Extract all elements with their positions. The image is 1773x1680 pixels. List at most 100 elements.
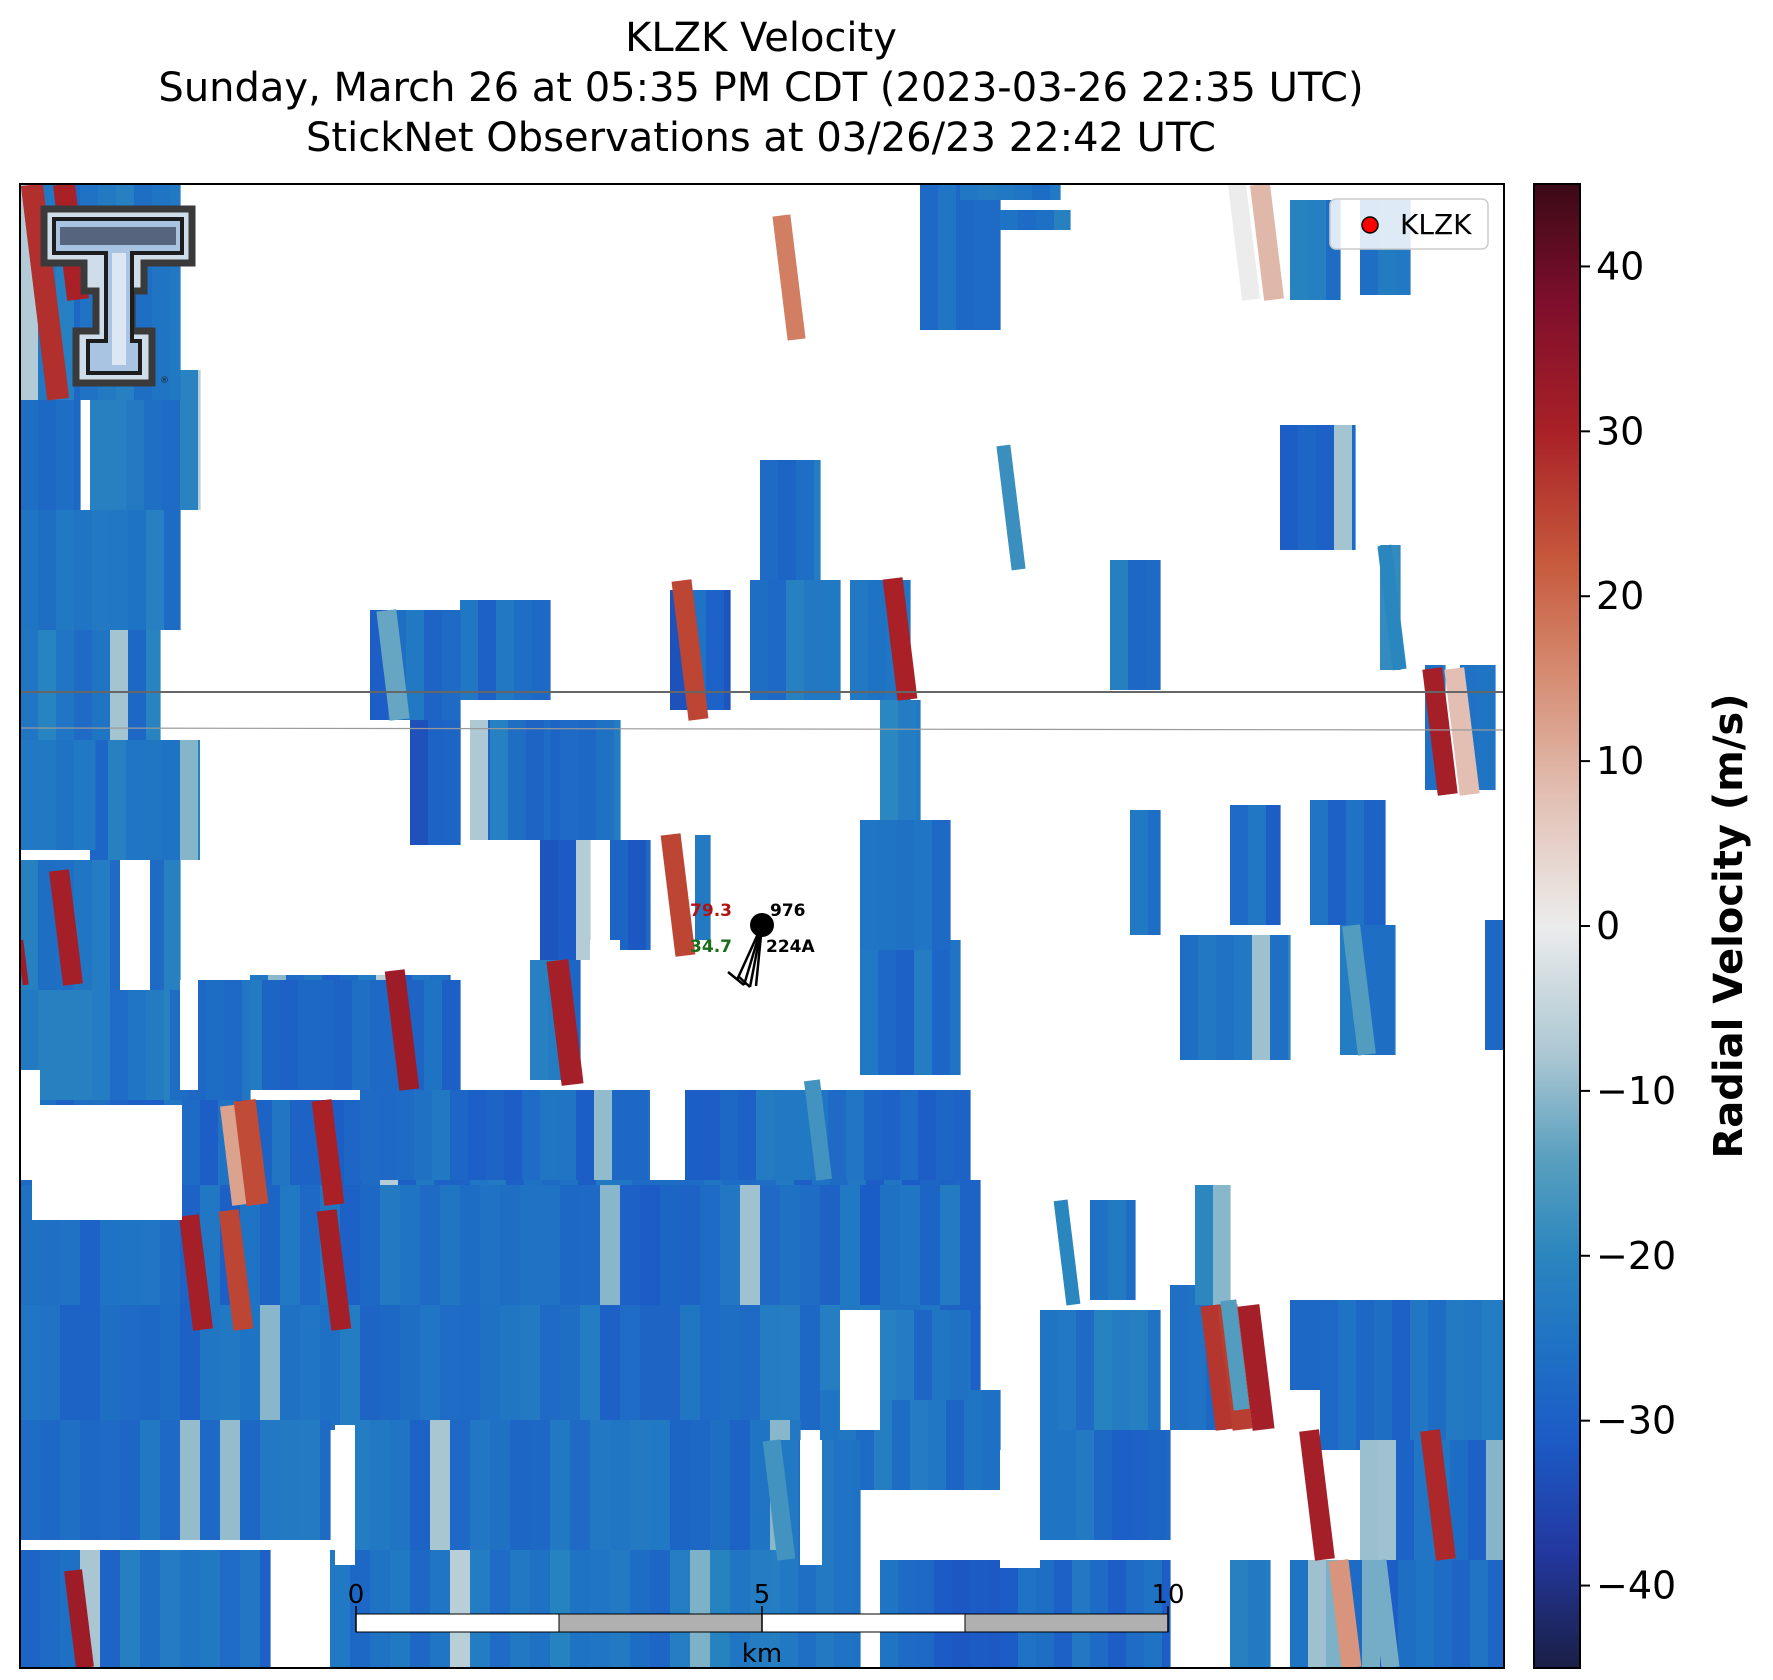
velocity-bin	[960, 1180, 981, 1310]
velocity-bin	[1110, 560, 1129, 690]
velocity-bin	[424, 980, 443, 1090]
velocity-bin	[1094, 1430, 1113, 1540]
velocity-streak	[218, 1209, 254, 1331]
velocity-bin	[540, 1180, 561, 1310]
velocity-bin	[180, 740, 199, 860]
velocity-bin	[340, 1180, 361, 1310]
velocity-streak	[1200, 1304, 1236, 1431]
velocity-bin	[550, 1550, 571, 1668]
velocity-streak	[179, 1214, 213, 1331]
velocity-bin	[1416, 1560, 1435, 1668]
velocity-bin	[164, 860, 181, 990]
velocity-bin	[40, 1420, 61, 1540]
velocity-bin	[38, 510, 57, 630]
velocity-bin	[1290, 1300, 1309, 1390]
velocity-bin	[900, 1180, 921, 1310]
velocity-bin	[360, 1305, 381, 1430]
velocity-bin	[1146, 560, 1161, 690]
velocity-bin	[1130, 1430, 1149, 1540]
velocity-bin	[580, 1305, 601, 1430]
velocity-bin	[630, 1550, 651, 1668]
velocity-bin	[370, 980, 389, 1090]
no-data-gap	[335, 1425, 355, 1565]
legend-label: KLZK	[1400, 208, 1472, 241]
velocity-bin	[20, 1550, 41, 1668]
velocity-bin	[1195, 1185, 1214, 1305]
velocity-bin	[1248, 1560, 1267, 1668]
velocity-bin	[578, 720, 597, 840]
velocity-bin	[140, 1550, 161, 1668]
velocity-bin	[1328, 800, 1347, 925]
velocity-bin	[914, 940, 933, 1075]
velocity-bin	[334, 980, 353, 1090]
velocity-bin	[1234, 935, 1253, 1060]
velocity-bin	[1252, 935, 1271, 1060]
velocity-bin	[146, 990, 165, 1100]
velocity-bin	[164, 990, 171, 1100]
velocity-bin	[20, 720, 39, 850]
velocity-streak	[316, 1209, 352, 1331]
velocity-bin	[410, 1550, 431, 1668]
velocity-bin	[220, 1420, 241, 1540]
velocity-bin	[860, 1180, 881, 1310]
velocity-bin	[1128, 560, 1147, 690]
no-data-gap	[840, 1310, 880, 1430]
velocity-bin	[932, 940, 951, 1075]
velocity-bin	[380, 1305, 401, 1430]
velocity-bin	[40, 1550, 61, 1668]
velocity-bin	[1396, 1440, 1415, 1560]
velocity-bin	[570, 1550, 591, 1668]
velocity-bin	[400, 1180, 421, 1310]
legend-marker-icon	[1361, 216, 1379, 234]
velocity-bin	[1036, 210, 1055, 230]
velocity-bin	[80, 1305, 101, 1430]
velocity-bin	[730, 1550, 751, 1668]
velocity-bin	[702, 1090, 721, 1180]
velocity-bin	[1216, 935, 1235, 1060]
velocity-bin	[1054, 210, 1071, 230]
velocity-bin	[544, 720, 551, 840]
velocity-bin	[940, 1180, 961, 1310]
velocity-bin	[720, 1090, 739, 1180]
velocity-bin	[892, 1390, 911, 1490]
velocity-bin	[526, 720, 545, 840]
velocity-bin	[224, 980, 243, 1100]
velocity-bin	[780, 1180, 801, 1310]
velocity-bin	[740, 1305, 761, 1430]
velocity-bin	[558, 1090, 577, 1180]
velocity-bin	[760, 1305, 781, 1430]
velocity-bin	[532, 600, 551, 700]
velocity-bin	[710, 1420, 731, 1550]
velocity-bin	[800, 1305, 821, 1430]
velocity-bin	[128, 510, 147, 630]
velocity-bin	[540, 1305, 561, 1430]
velocity-bin	[298, 980, 317, 1090]
velocity-bin	[928, 1390, 947, 1490]
velocity-bin	[558, 840, 577, 960]
velocity-bin	[846, 1090, 865, 1180]
station-pressure: 976	[770, 901, 806, 921]
velocity-bin	[540, 840, 559, 960]
velocity-bin	[440, 1180, 461, 1310]
velocity-bin	[286, 975, 305, 980]
velocity-bin	[1320, 1300, 1339, 1450]
svg-text:®: ®	[160, 376, 169, 386]
velocity-bin	[956, 184, 975, 330]
velocity-bin	[600, 1180, 621, 1310]
scale-label-5: 5	[754, 1580, 771, 1610]
velocity-bin	[20, 400, 39, 510]
velocity-bin	[146, 510, 165, 630]
legend: KLZK	[1329, 198, 1489, 250]
velocity-bin	[1290, 1560, 1309, 1668]
velocity-bin	[1382, 800, 1386, 925]
velocity-bin	[370, 1550, 391, 1668]
velocity-streak	[546, 959, 584, 1086]
velocity-streak	[1368, 1559, 1400, 1668]
colorbar-tick-label: −10	[1596, 1069, 1676, 1113]
colorbar-strip	[1533, 183, 1581, 1669]
velocity-bin	[530, 960, 549, 1080]
velocity-bin	[430, 975, 449, 980]
velocity-bin	[262, 980, 281, 1090]
velocity-bin	[1428, 1300, 1447, 1450]
